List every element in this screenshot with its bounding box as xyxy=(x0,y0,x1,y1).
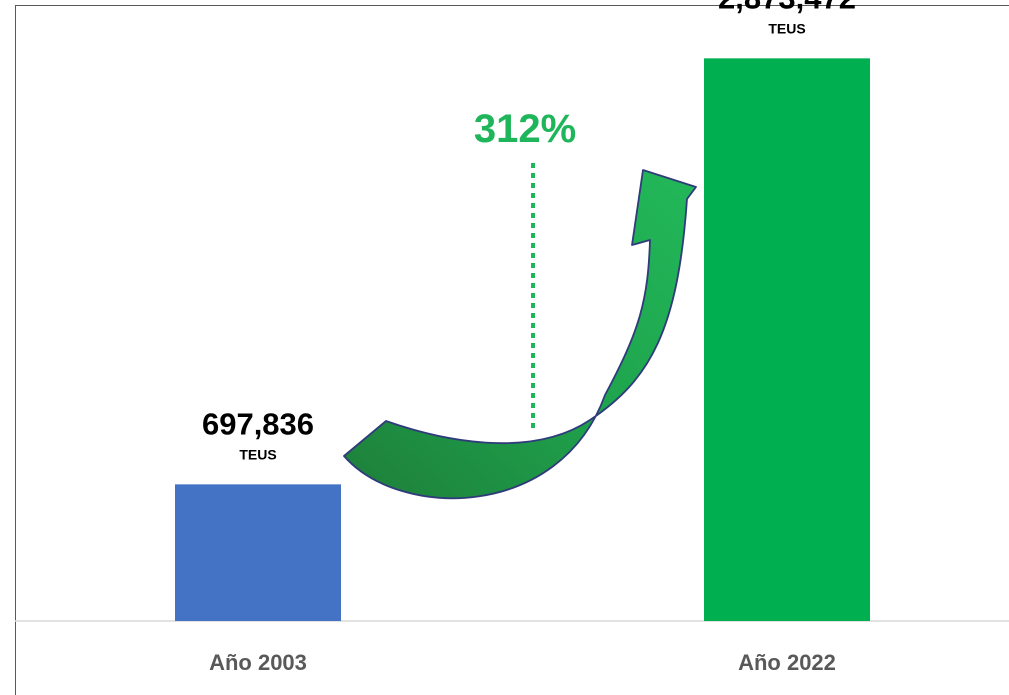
growth-percentage-label: 312% xyxy=(474,107,576,151)
data-label-value-2: 2,873,472 xyxy=(718,0,856,15)
chart-frame xyxy=(15,5,1009,695)
growth-arrow xyxy=(343,169,697,500)
x-tick-label-2: Año 2022 xyxy=(738,650,836,675)
bars-layer xyxy=(175,58,870,621)
data-label-value-1: 697,836 xyxy=(202,406,314,441)
x-tick-label-1: Año 2003 xyxy=(209,650,307,675)
data-label-unit-2: TEUS xyxy=(768,20,805,36)
chart: 312% 697,836 TEUS Año 2003 2,873,472 TEUS Año… xyxy=(15,0,1009,675)
bar-1 xyxy=(175,484,341,621)
labels-layer: 697,836 TEUS Año 2003 2,873,472 TEUS Año 2022 xyxy=(202,0,856,675)
data-label-unit-1: TEUS xyxy=(239,446,276,462)
bar-2 xyxy=(704,58,870,621)
